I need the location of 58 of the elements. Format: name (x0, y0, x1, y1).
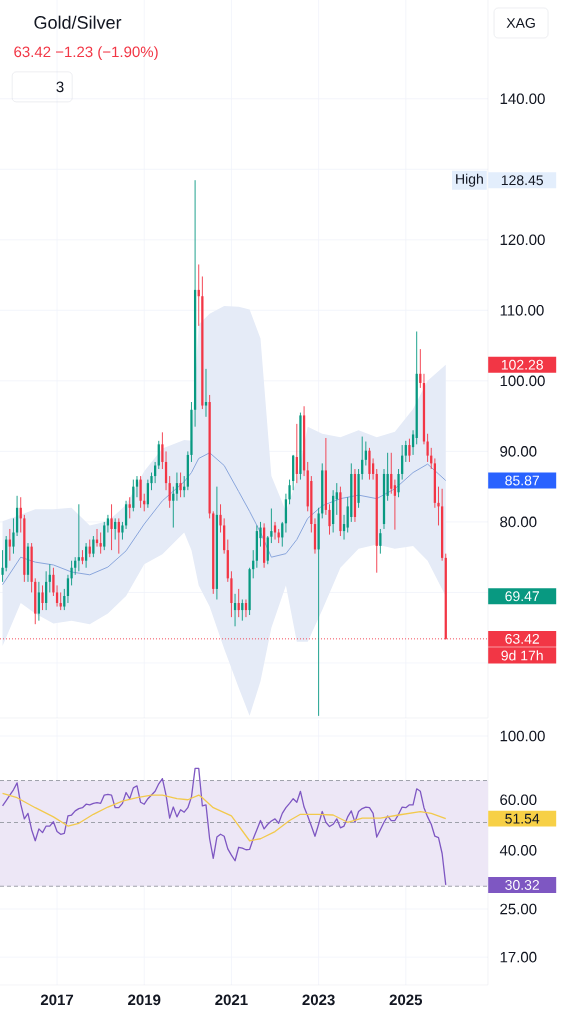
x-tick-label: 2019 (128, 994, 161, 1006)
line-series (1, 767, 447, 886)
text: 63.42 −1.23 (−1.90%) (14, 46, 158, 61)
y-tick-label: 140.00 (500, 93, 545, 105)
candlestick (204, 368, 208, 418)
x-tick-label: 2017 (40, 994, 74, 1006)
annotation: High (456, 173, 483, 187)
candlestick (175, 472, 179, 502)
candlestick (154, 461, 157, 484)
y-tick-label: 40.00 (499, 845, 537, 856)
y-tick-label: 60.00 (500, 794, 537, 806)
candlestick (103, 521, 106, 551)
y-tick-label: 25.00 (500, 903, 537, 915)
y-tick-label: 90.00 (500, 446, 537, 457)
y-tick-label: 100.00 (500, 730, 545, 742)
candlestick (411, 429, 415, 456)
candlestick (368, 447, 371, 481)
text: 9d 17h (501, 650, 543, 661)
candlestick (41, 584, 44, 611)
x-tick-label: 2021 (215, 994, 248, 1006)
y-tick-label: 120.00 (500, 234, 545, 246)
candlestick (219, 503, 222, 533)
annotation: 3 (56, 81, 64, 93)
candlestick (404, 440, 407, 463)
text: 51.54 (505, 813, 540, 824)
text: Gold/Silver (34, 15, 122, 29)
candlestick (1, 549, 4, 583)
x-tick-label: 2023 (302, 994, 335, 1006)
line-series (2, 452, 447, 586)
y-tick-label: 80.00 (500, 516, 537, 528)
candlestick (379, 528, 382, 555)
text: 128.45 (501, 175, 544, 186)
candlestick (168, 475, 171, 509)
candlestick (128, 496, 131, 519)
line-series (1, 792, 447, 842)
text: 102.28 (501, 359, 543, 370)
candlestick (37, 581, 41, 622)
candlestick (393, 479, 397, 531)
candlestick (408, 438, 411, 463)
candlestick (110, 503, 113, 551)
candlestick (77, 503, 80, 572)
candlestick (99, 532, 102, 555)
y-tick-label: 17.00 (500, 951, 537, 963)
text: 69.47 (505, 591, 540, 602)
candlestick (63, 588, 66, 611)
y-tick-label: 110.00 (500, 305, 544, 316)
y-tick-label: 100.00 (500, 375, 545, 387)
x-tick-label: 2025 (389, 994, 423, 1006)
candlestick (92, 535, 95, 558)
candlestick (266, 535, 269, 565)
candlestick (179, 472, 182, 498)
candlestick (139, 475, 142, 509)
text: XAG (506, 18, 535, 28)
candlestick (270, 508, 273, 544)
candlestick (397, 468, 400, 498)
ref-line-label: 63.42 (505, 633, 540, 644)
text: 85.87 (505, 475, 540, 486)
text: 30.32 (505, 879, 540, 890)
